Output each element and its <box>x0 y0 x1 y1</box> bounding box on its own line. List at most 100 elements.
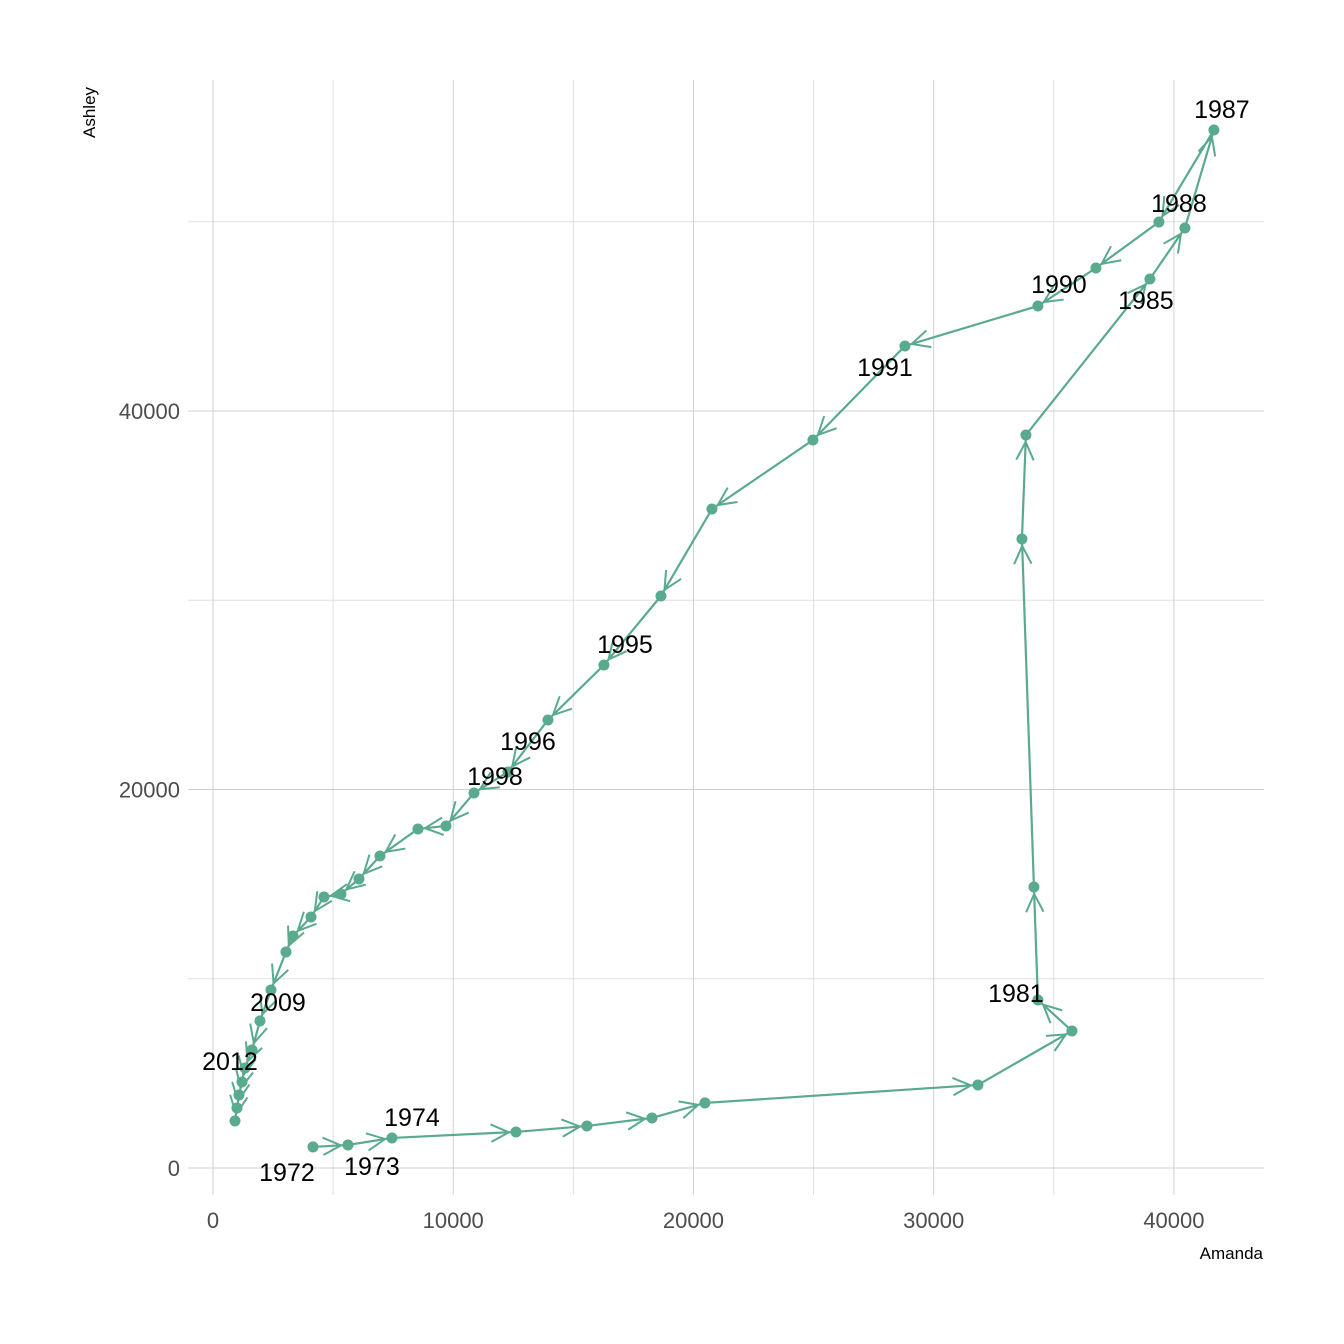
point <box>229 1115 241 1127</box>
x-axis-title: Amanda <box>1200 1244 1264 1263</box>
x-tick-label: 0 <box>207 1208 219 1233</box>
arrowhead <box>449 801 470 823</box>
arrowhead <box>1163 231 1183 254</box>
point <box>236 1076 248 1088</box>
point <box>265 984 277 996</box>
point-label: 1995 <box>597 631 653 659</box>
point <box>1179 222 1191 234</box>
arrowhead <box>1197 134 1217 157</box>
point <box>1032 300 1044 312</box>
point <box>972 1079 984 1091</box>
arrowhead <box>560 1118 583 1138</box>
point <box>655 590 667 602</box>
arrowhead <box>322 1136 344 1156</box>
arrowhead <box>244 1041 263 1064</box>
point <box>386 1132 398 1144</box>
point <box>412 823 424 835</box>
point-label: 1972 <box>259 1159 315 1187</box>
point <box>706 503 718 515</box>
point <box>1066 1025 1078 1037</box>
arrowhead <box>1041 284 1064 304</box>
x-tick-label: 40000 <box>1143 1208 1204 1233</box>
point <box>502 766 514 778</box>
arrowhead <box>663 569 682 592</box>
arrowhead <box>344 870 367 891</box>
point-label: 1998 <box>467 763 523 791</box>
point-label: 1996 <box>500 728 556 756</box>
point-label: 1981 <box>988 980 1044 1008</box>
point-label: 2012 <box>202 1048 258 1076</box>
x-tick-label: 30000 <box>903 1208 964 1233</box>
point <box>239 1062 251 1074</box>
arrowhead <box>510 746 531 769</box>
arrowhead <box>229 1094 249 1117</box>
arrowhead <box>235 1068 254 1091</box>
point-label: 1990 <box>1031 271 1087 299</box>
point <box>374 850 386 862</box>
point-label: 1974 <box>384 1104 440 1132</box>
point <box>318 891 330 903</box>
arrowhead <box>1025 891 1045 913</box>
arrowhead <box>551 695 573 717</box>
arrowhead <box>477 771 500 791</box>
arrowhead <box>271 963 289 986</box>
x-tick-label: 10000 <box>423 1208 484 1233</box>
point <box>1090 262 1102 274</box>
point-label: 1991 <box>857 354 913 382</box>
arrowhead <box>237 1055 257 1078</box>
point <box>335 888 347 900</box>
arrowhead <box>362 854 383 876</box>
arrowhead <box>1161 195 1180 218</box>
arrowhead <box>909 329 932 349</box>
point <box>581 1120 593 1132</box>
point <box>287 930 299 942</box>
point <box>1028 881 1040 893</box>
point <box>280 946 292 958</box>
arrowhead <box>1013 543 1033 565</box>
arrowhead <box>1127 282 1147 305</box>
point <box>1016 533 1028 545</box>
point <box>646 1112 658 1124</box>
arrowhead <box>422 816 445 836</box>
point <box>899 340 911 352</box>
arrowhead <box>249 1023 268 1046</box>
point <box>307 1141 319 1153</box>
arrowhead <box>328 883 351 903</box>
point <box>598 659 610 671</box>
arrowhead <box>231 1081 251 1104</box>
point <box>807 434 819 446</box>
point-label: 1985 <box>1118 287 1174 315</box>
arrowhead <box>606 639 628 662</box>
arrowhead <box>1015 439 1035 461</box>
point-label: 1988 <box>1151 190 1207 218</box>
arrowhead <box>1099 245 1122 266</box>
point <box>233 1089 245 1101</box>
point <box>440 820 452 832</box>
point <box>246 1044 258 1056</box>
arrowhead <box>296 911 317 933</box>
arrowhead <box>1041 1003 1063 1024</box>
y-tick-label: 0 <box>168 1156 180 1181</box>
arrowhead <box>365 1132 388 1152</box>
point-label: 1973 <box>344 1153 400 1181</box>
point <box>254 1015 266 1027</box>
point <box>353 873 365 885</box>
arrowhead <box>952 1076 974 1097</box>
point <box>699 1097 711 1109</box>
arrowhead <box>678 1100 701 1119</box>
point <box>231 1102 243 1114</box>
point <box>1208 124 1220 136</box>
point <box>1153 216 1165 228</box>
point <box>468 787 480 799</box>
arrowhead <box>816 415 837 437</box>
arrowhead <box>1045 1033 1068 1052</box>
arrowhead <box>715 487 738 507</box>
y-tick-label: 20000 <box>119 777 180 802</box>
point <box>510 1126 522 1138</box>
arrowhead <box>625 1111 648 1131</box>
point <box>1032 994 1044 1006</box>
arrowhead <box>490 1123 512 1143</box>
point <box>1020 429 1032 441</box>
